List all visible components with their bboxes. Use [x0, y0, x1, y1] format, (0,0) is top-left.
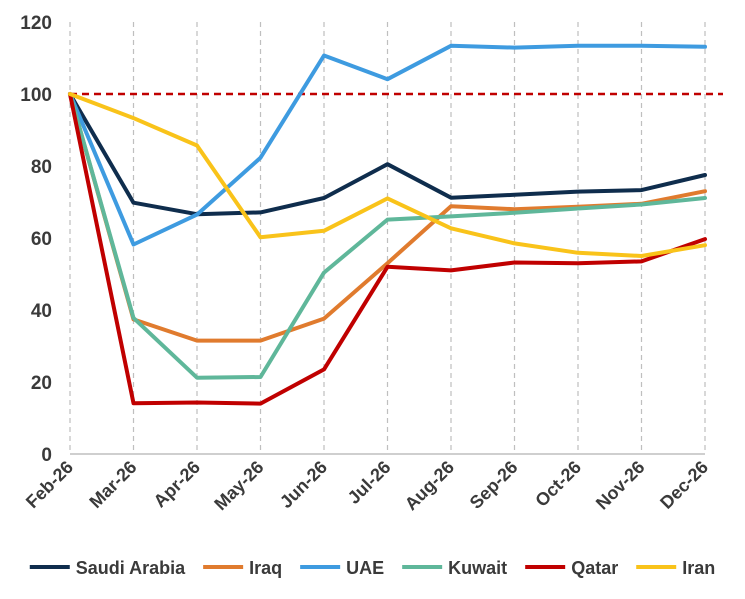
- series-line-uae: [68, 43, 707, 247]
- series-line-iran: [68, 92, 707, 258]
- legend-label: Qatar: [571, 558, 618, 578]
- legend-label: Saudi Arabia: [76, 558, 186, 578]
- x-tick-label: Oct-26: [531, 457, 585, 511]
- y-tick-label: 0: [41, 445, 52, 466]
- x-tick-label: Dec-26: [656, 457, 712, 513]
- y-axis-ticks: 0 20 40 60 80 100 120: [20, 13, 52, 466]
- y-tick-label: 120: [20, 13, 52, 34]
- series-line-saudi-arabia: [68, 92, 707, 217]
- legend-label: Kuwait: [448, 558, 507, 578]
- series-lines: [68, 43, 707, 406]
- legend: Saudi Arabia Iraq UAE Kuwait Qatar Iran: [29, 558, 715, 578]
- y-tick-label: 60: [31, 229, 52, 250]
- y-tick-label: 80: [31, 157, 52, 178]
- x-tick-label: Nov-26: [592, 457, 649, 514]
- x-tick-label: Jun-26: [276, 457, 331, 512]
- legend-label: UAE: [346, 558, 384, 578]
- y-tick-label: 40: [31, 301, 52, 322]
- legend-label: Iran: [682, 558, 715, 578]
- series-line-kuwait: [68, 92, 707, 380]
- x-tick-label: May-26: [210, 457, 267, 514]
- y-tick-label: 100: [20, 85, 52, 106]
- x-tick-label: Aug-26: [401, 457, 458, 514]
- gridlines: [69, 22, 706, 455]
- x-tick-label: Jul-26: [344, 457, 395, 508]
- y-tick-label: 20: [31, 373, 52, 394]
- legend-label: Iraq: [249, 558, 282, 578]
- x-axis-ticks: Feb-26 Mar-26 Apr-26 May-26 Jun-26 Jul-26 Aug-…: [22, 457, 712, 514]
- series-line-qatar: [68, 92, 707, 406]
- x-tick-label: Mar-26: [85, 457, 140, 512]
- x-tick-label: Apr-26: [150, 457, 204, 511]
- x-tick-label: Sep-26: [466, 457, 522, 513]
